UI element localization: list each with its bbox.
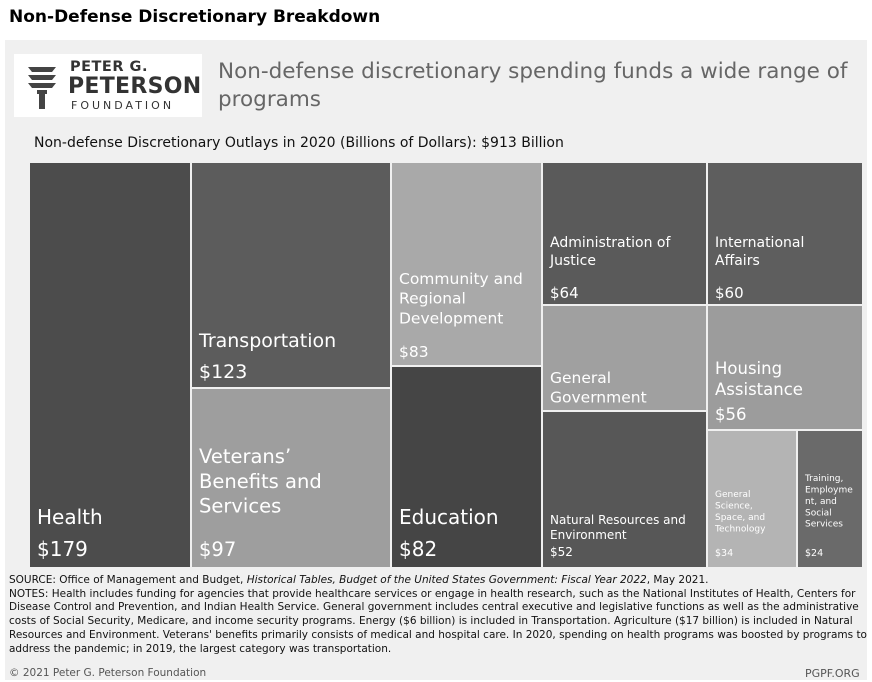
headline: Non-defense discretionary spending funds… (218, 59, 848, 112)
treemap-tile-health: Health $179 (29, 162, 192, 568)
tile-label: Employme (805, 485, 853, 495)
source-note: SOURCE: Office of Management and Budget,… (9, 574, 867, 588)
tile-label: Development (399, 309, 503, 327)
tile-label: Justice (549, 253, 596, 269)
tile-label: Services (805, 520, 843, 530)
treemap-rect (190, 387, 392, 568)
tile-label: Services (199, 495, 281, 518)
tile-label: Regional (399, 290, 466, 308)
tile-value: $60 (715, 284, 744, 302)
peterson-foundation-logo: PETER G. PETERSON FOUNDATION (14, 54, 202, 117)
tile-label: Government (550, 389, 647, 407)
tile-label: Community and (399, 270, 523, 288)
treemap-rect (541, 162, 708, 306)
tile-label: Transportation (198, 330, 336, 352)
chart-title: Non-defense Discretionary Outlays in 202… (34, 135, 564, 151)
site-url: PGPF.ORG (805, 667, 860, 680)
treemap-rect (390, 162, 543, 367)
torch-icon (28, 67, 56, 109)
footnotes: SOURCE: Office of Management and Budget,… (9, 574, 867, 656)
logo-line-1: PETER G. (70, 59, 148, 75)
tile-label: General (715, 490, 750, 500)
treemap-rect (796, 429, 863, 568)
tile-label: Health (37, 505, 103, 529)
tile-label: Assistance (715, 380, 803, 399)
treemap-rect (706, 429, 798, 568)
tile-label: Housing (715, 359, 782, 378)
tile-value: $64 (550, 284, 579, 302)
tile-label: Science, (715, 501, 753, 511)
treemap-rect (190, 162, 392, 389)
tile-value: $82 (399, 537, 437, 561)
treemap-tile-administration-of-justice: Administration of Justice $64 (541, 162, 708, 306)
tile-label: Space, and (715, 513, 765, 523)
tile-label: Education (399, 505, 499, 529)
tile-value: $123 (199, 361, 247, 383)
tile-value: $56 (715, 405, 747, 424)
tile-label: Affairs (715, 253, 760, 269)
tile-value: $83 (399, 343, 429, 361)
page-title: Non-Defense Discretionary Breakdown (9, 7, 381, 27)
tile-label: nt, and (805, 497, 837, 507)
tile-label: Administration of (550, 235, 671, 251)
tile-label: Technology (714, 524, 766, 534)
treemap-rect (706, 304, 863, 431)
treemap-tile-education: Education $82 (390, 365, 543, 568)
source-prefix: SOURCE: Office of Management and Budget, (9, 574, 247, 586)
tile-value: $34 (715, 548, 733, 559)
tile-label: General (550, 369, 611, 387)
tile-value: $24 (805, 548, 823, 559)
treemap-tile-international-affairs: International Affairs $60 (706, 162, 863, 306)
notes-text: NOTES: Health includes funding for agenc… (9, 587, 867, 655)
tile-value: $52 (550, 545, 573, 559)
tile-value: $97 (199, 538, 236, 561)
logo-line-2: PETERSON (68, 74, 202, 99)
tile-label: Training, (804, 474, 843, 484)
tile-value: $179 (37, 537, 88, 561)
treemap-tile-transportation: Transportation $123 (190, 162, 392, 389)
tile-label: Social (805, 508, 832, 518)
treemap-tile-natural-resources-and-environment: Housing Assistance $56 (706, 304, 863, 431)
tile-label: Benefits and (199, 470, 322, 493)
source-suffix: , May 2021. (646, 574, 709, 586)
tile-label: Veterans’ (199, 445, 291, 468)
tile-label: Natural Resources and (550, 513, 686, 527)
treemap-chart: Health $179 Transportation $123 Veterans’Ben… (29, 162, 863, 568)
treemap-rect (29, 162, 192, 568)
copyright: © 2021 Peter G. Peterson Foundation (9, 667, 207, 679)
tile-label: Environment (550, 528, 627, 542)
logo-line-3: FOUNDATION (71, 99, 175, 112)
source-title: Historical Tables, Budget of the United … (246, 574, 647, 586)
tile-label: International (715, 235, 804, 251)
